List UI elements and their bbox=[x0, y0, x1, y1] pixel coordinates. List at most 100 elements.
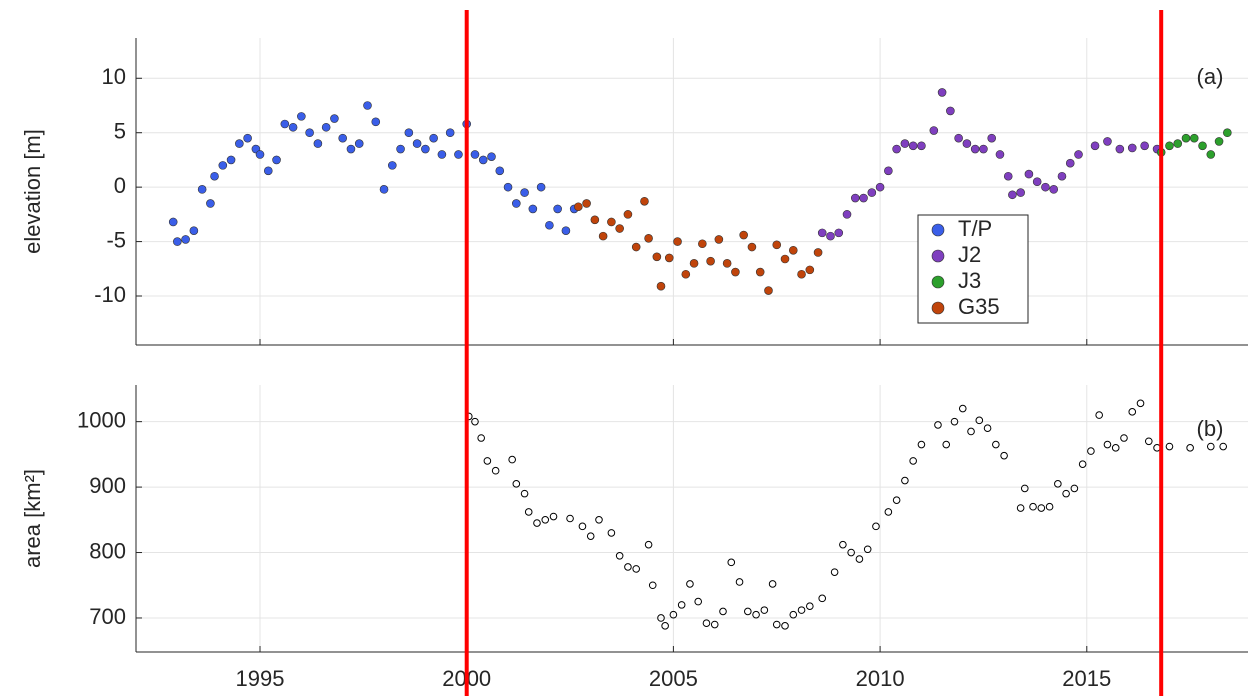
data-point bbox=[937, 88, 947, 97]
legend-marker bbox=[931, 301, 945, 315]
data-point bbox=[1181, 133, 1191, 143]
legend-marker bbox=[931, 275, 945, 289]
data-point bbox=[694, 597, 703, 606]
data-point bbox=[495, 166, 505, 176]
data-point bbox=[1223, 128, 1232, 138]
data-point bbox=[1087, 447, 1095, 455]
data-point bbox=[1186, 444, 1194, 452]
y-axis-label: area [km²] bbox=[20, 469, 45, 568]
data-point bbox=[648, 581, 657, 590]
data-point bbox=[1214, 137, 1224, 146]
data-point bbox=[834, 228, 844, 238]
data-point bbox=[760, 606, 769, 614]
legend-label: G35 bbox=[958, 294, 1000, 319]
data-point bbox=[586, 532, 595, 540]
data-point bbox=[181, 235, 190, 244]
data-point bbox=[412, 139, 422, 148]
data-point bbox=[884, 508, 893, 516]
data-point bbox=[321, 122, 331, 132]
data-point bbox=[477, 434, 485, 442]
data-point bbox=[615, 224, 624, 233]
data-point bbox=[471, 417, 479, 426]
data-point bbox=[1049, 185, 1059, 194]
data-point bbox=[806, 602, 814, 610]
data-point bbox=[429, 133, 438, 143]
data-point bbox=[313, 139, 323, 148]
data-point bbox=[1144, 437, 1153, 446]
legend-marker bbox=[931, 223, 945, 237]
data-point bbox=[623, 210, 633, 219]
data-point bbox=[772, 620, 781, 629]
data-point bbox=[578, 522, 587, 531]
data-point bbox=[967, 427, 975, 436]
y-tick-label: 1000 bbox=[77, 407, 126, 432]
data-point bbox=[445, 128, 455, 138]
data-point bbox=[1140, 141, 1149, 151]
data-point bbox=[847, 548, 855, 557]
data-point bbox=[901, 476, 909, 485]
data-point bbox=[719, 607, 727, 616]
data-point bbox=[735, 578, 744, 586]
data-point bbox=[483, 457, 492, 465]
data-point bbox=[1020, 484, 1029, 493]
data-point bbox=[934, 421, 942, 429]
data-point bbox=[305, 128, 314, 138]
data-point bbox=[644, 234, 653, 243]
data-point bbox=[1041, 182, 1050, 192]
data-point bbox=[590, 215, 600, 225]
legend-label: J2 bbox=[958, 242, 981, 267]
data-point bbox=[218, 161, 228, 170]
data-point bbox=[1173, 139, 1183, 148]
data-point bbox=[1095, 411, 1103, 419]
data-point bbox=[288, 122, 298, 132]
data-point bbox=[379, 185, 389, 194]
data-point bbox=[624, 563, 632, 571]
data-point bbox=[437, 150, 447, 159]
data-point bbox=[338, 133, 347, 143]
data-point bbox=[942, 440, 951, 449]
data-point bbox=[561, 226, 571, 235]
data-point bbox=[755, 267, 765, 277]
data-point bbox=[992, 440, 1000, 449]
data-point bbox=[168, 217, 178, 227]
data-point bbox=[739, 230, 748, 240]
data-point bbox=[714, 235, 724, 244]
data-point bbox=[598, 231, 608, 241]
data-point bbox=[652, 252, 662, 262]
data-point bbox=[206, 199, 215, 208]
data-point bbox=[768, 580, 777, 588]
data-point bbox=[173, 237, 182, 246]
data-point bbox=[892, 496, 901, 504]
data-point bbox=[640, 196, 649, 206]
data-point bbox=[830, 568, 839, 576]
data-point bbox=[1065, 158, 1075, 168]
data-point bbox=[661, 622, 669, 630]
data-point bbox=[1008, 190, 1017, 200]
data-point bbox=[677, 601, 686, 609]
data-point bbox=[958, 404, 967, 413]
data-point bbox=[1074, 150, 1083, 159]
data-point bbox=[1078, 460, 1087, 468]
data-point bbox=[664, 253, 674, 263]
data-point bbox=[970, 144, 980, 154]
data-point bbox=[272, 155, 281, 165]
y-tick-label: 700 bbox=[89, 604, 126, 629]
data-point bbox=[842, 210, 852, 219]
data-point bbox=[346, 144, 356, 154]
y-tick-label: 10 bbox=[102, 64, 126, 89]
data-point bbox=[1024, 169, 1034, 179]
data-point bbox=[872, 522, 880, 531]
data-point bbox=[727, 558, 736, 567]
data-point bbox=[574, 202, 583, 212]
data-point bbox=[900, 139, 910, 148]
data-point bbox=[631, 242, 641, 252]
data-point bbox=[280, 119, 290, 129]
data-point bbox=[917, 440, 926, 449]
data-point bbox=[243, 133, 252, 143]
data-point bbox=[669, 610, 678, 619]
data-point bbox=[512, 199, 521, 208]
data-point bbox=[1090, 141, 1100, 151]
x-tick-label: 2010 bbox=[856, 666, 905, 691]
data-point bbox=[1000, 451, 1008, 460]
data-point bbox=[710, 620, 719, 629]
